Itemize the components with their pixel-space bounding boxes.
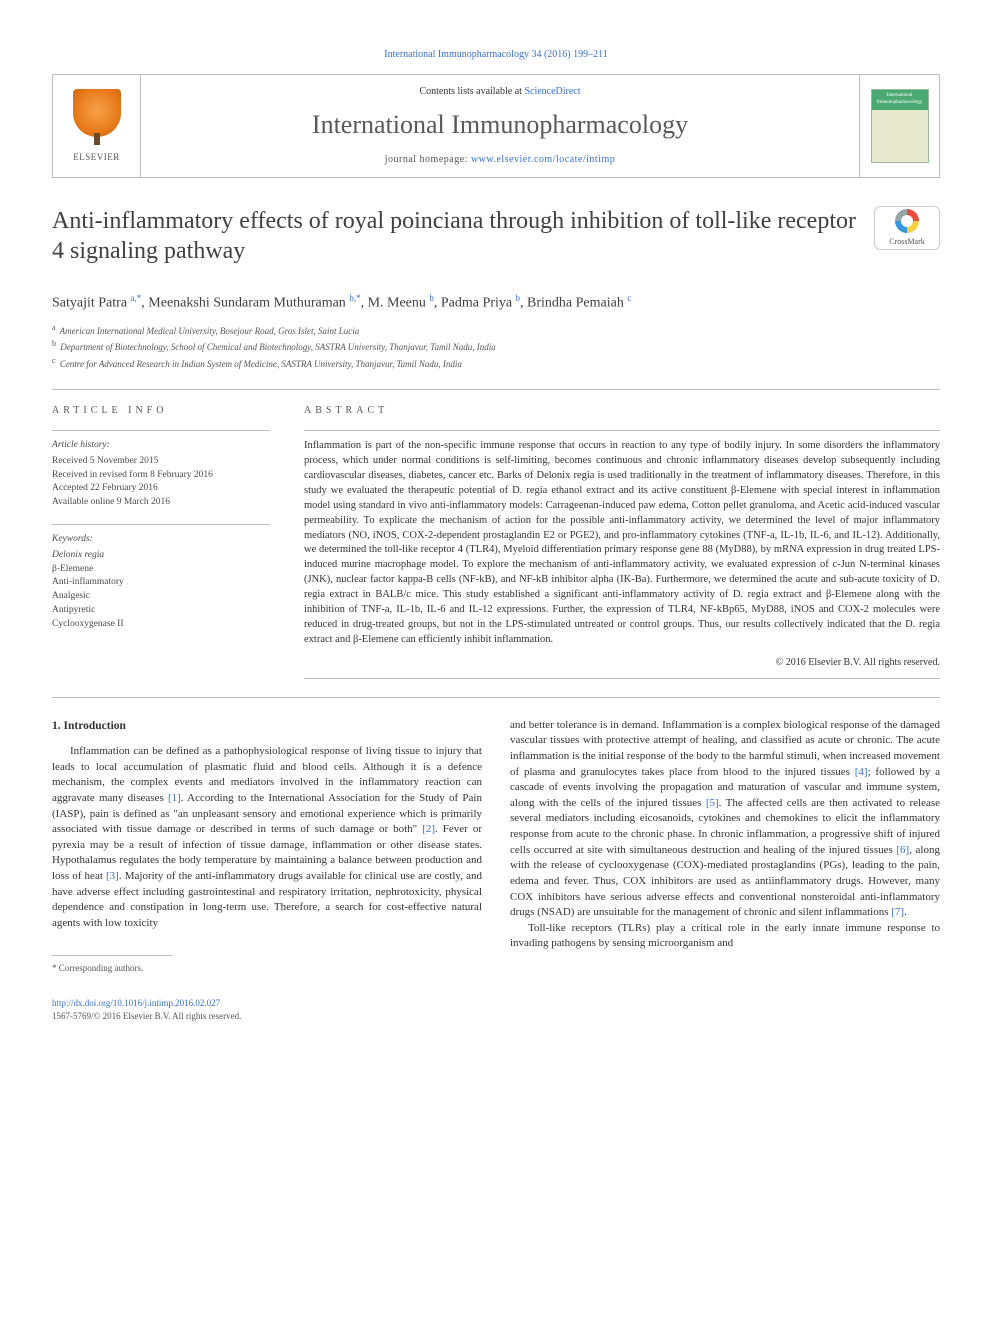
affiliation-line: c Centre for Advanced Research in Indian…: [52, 355, 940, 372]
divider: [52, 430, 270, 431]
keyword: Delonix regia: [52, 549, 270, 563]
divider: [52, 697, 940, 698]
keyword: Anti-inflammatory: [52, 576, 270, 590]
affiliation-line: a American International Medical Univers…: [52, 322, 940, 339]
elsevier-tree-icon: [73, 89, 121, 137]
author-list: Satyajit Patra a,*, Meenakshi Sundaram M…: [52, 292, 940, 313]
divider: [52, 524, 270, 525]
citation[interactable]: [5]: [706, 797, 719, 809]
article-info-column: ARTICLE INFO Article history: Received 5…: [52, 404, 270, 687]
abstract-heading: ABSTRACT: [304, 404, 940, 418]
keyword: β-Elemene: [52, 563, 270, 577]
publisher-logo: ELSEVIER: [53, 75, 141, 177]
history-line: Accepted 22 February 2016: [52, 482, 270, 496]
header-center: Contents lists available at ScienceDirec…: [141, 75, 859, 177]
body-column-right: and better tolerance is in demand. Infla…: [510, 718, 940, 1023]
journal-title: International Immunopharmacology: [157, 107, 843, 143]
citation[interactable]: [2]: [422, 823, 435, 835]
doi-link[interactable]: http://dx.doi.org/10.1016/j.intimp.2016.…: [52, 997, 482, 1010]
body-column-left: 1. Introduction Inflammation can be defi…: [52, 718, 482, 1023]
issn-line: 1567-5769/© 2016 Elsevier B.V. All right…: [52, 1010, 482, 1023]
keywords-block: Keywords: Delonix regiaβ-ElemeneAnti-inf…: [52, 533, 270, 631]
cover-thumbnail: International Immunopharmacology: [871, 89, 929, 163]
article-info-heading: ARTICLE INFO: [52, 404, 270, 418]
keywords-heading: Keywords:: [52, 533, 270, 547]
intro-paragraph: and better tolerance is in demand. Infla…: [510, 718, 940, 921]
contents-line: Contents lists available at ScienceDirec…: [157, 85, 843, 99]
divider: [304, 678, 940, 679]
cover-thumb-title: International Immunopharmacology: [872, 92, 928, 106]
journal-citation: International Immunopharmacology 34 (201…: [52, 48, 940, 62]
footnote-rule: [52, 955, 172, 956]
keyword: Cyclooxygenase II: [52, 618, 270, 632]
keyword: Analgesic: [52, 590, 270, 604]
doi-block: http://dx.doi.org/10.1016/j.intimp.2016.…: [52, 997, 482, 1022]
intro-paragraph: Toll-like receptors (TLRs) play a critic…: [510, 921, 940, 952]
history-line: Available online 9 March 2016: [52, 496, 270, 510]
crossmark-icon: [895, 209, 919, 233]
homepage-link[interactable]: www.elsevier.com/locate/intimp: [471, 154, 615, 165]
contents-prefix: Contents lists available at: [419, 86, 524, 97]
journal-header: ELSEVIER Contents lists available at Sci…: [52, 74, 940, 178]
abstract-copyright: © 2016 Elsevier B.V. All rights reserved…: [304, 656, 940, 670]
history-heading: Article history:: [52, 439, 270, 453]
homepage-label: journal homepage:: [385, 154, 471, 165]
body-columns: 1. Introduction Inflammation can be defi…: [52, 718, 940, 1023]
journal-homepage-line: journal homepage: www.elsevier.com/locat…: [157, 153, 843, 167]
intro-paragraph: Inflammation can be defined as a pathoph…: [52, 744, 482, 931]
history-line: Received 5 November 2015: [52, 455, 270, 469]
divider: [52, 389, 940, 390]
crossmark-label: CrossMark: [889, 236, 925, 247]
sciencedirect-link[interactable]: ScienceDirect: [524, 86, 580, 97]
article-history: Article history: Received 5 November 201…: [52, 439, 270, 510]
article-title: Anti-inflammatory effects of royal poinc…: [52, 206, 856, 266]
citation[interactable]: [7]: [891, 906, 904, 918]
divider: [304, 430, 940, 431]
section-heading: 1. Introduction: [52, 718, 482, 734]
publisher-name: ELSEVIER: [73, 151, 120, 164]
citation[interactable]: [3]: [106, 870, 119, 882]
affiliations: a American International Medical Univers…: [52, 322, 940, 372]
keyword: Antipyretic: [52, 604, 270, 618]
affiliation-line: b Department of Biotechnology, School of…: [52, 338, 940, 355]
citation[interactable]: [1]: [168, 792, 181, 804]
abstract-column: ABSTRACT Inflammation is part of the non…: [304, 404, 940, 687]
journal-cover: International Immunopharmacology: [859, 75, 939, 177]
crossmark-badge[interactable]: CrossMark: [874, 206, 940, 250]
abstract-text: Inflammation is part of the non-specific…: [304, 439, 940, 648]
citation[interactable]: [6]: [896, 844, 909, 856]
corresponding-footnote: * Corresponding authors.: [52, 962, 482, 975]
history-line: Received in revised form 8 February 2016: [52, 469, 270, 483]
citation[interactable]: [4]: [855, 766, 868, 778]
